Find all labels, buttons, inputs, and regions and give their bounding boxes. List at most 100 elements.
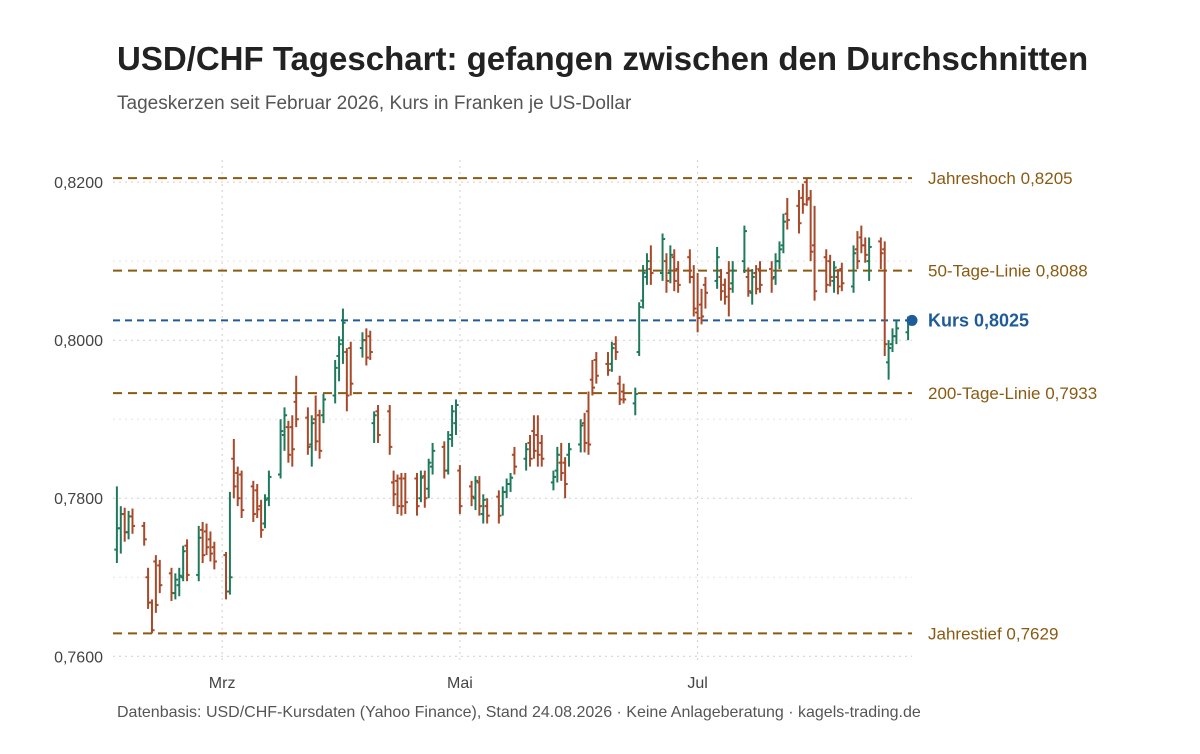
candle-up bbox=[449, 404, 455, 447]
candle-down bbox=[585, 391, 592, 455]
candle-up bbox=[418, 470, 424, 503]
candle-down bbox=[858, 225, 864, 254]
candle-down bbox=[149, 599, 155, 634]
candle-down bbox=[827, 254, 833, 287]
candle-down bbox=[157, 559, 163, 594]
candle-up bbox=[196, 525, 202, 582]
candle-up bbox=[730, 261, 736, 293]
candle-down bbox=[391, 470, 397, 507]
candle-up bbox=[180, 545, 186, 582]
candle-down bbox=[882, 241, 888, 356]
candle-down bbox=[414, 472, 420, 516]
candle-up bbox=[172, 573, 178, 600]
candle-down bbox=[527, 435, 533, 467]
candle-down bbox=[305, 407, 311, 455]
candle-up bbox=[480, 494, 486, 524]
candle-up bbox=[609, 341, 615, 372]
candle-down bbox=[695, 273, 701, 333]
candle-down bbox=[422, 470, 428, 508]
candle-up bbox=[772, 253, 779, 285]
candle-down bbox=[375, 404, 381, 443]
candle-down bbox=[878, 237, 884, 270]
candle-down bbox=[293, 375, 299, 428]
chart-subtitle: Tageskerzen seit Februar 2026, Kurs in F… bbox=[117, 93, 632, 114]
candle-up bbox=[566, 442, 572, 467]
candle-down bbox=[582, 412, 588, 453]
candle-down bbox=[687, 249, 693, 284]
candle-down bbox=[231, 438, 237, 499]
candle-down bbox=[663, 253, 670, 293]
candle-down bbox=[484, 498, 490, 524]
candle-down bbox=[394, 474, 401, 515]
candle-down bbox=[511, 446, 518, 475]
candle-down bbox=[348, 341, 354, 396]
candle-up bbox=[332, 359, 338, 404]
candle-up bbox=[114, 486, 120, 564]
candle-down bbox=[769, 261, 775, 293]
chart-title: USD/CHF Tageschart: gefangen zwischen de… bbox=[117, 40, 1089, 77]
candle-down bbox=[671, 249, 677, 292]
candle-down bbox=[441, 441, 447, 479]
candle-down bbox=[153, 555, 159, 613]
candle-up bbox=[659, 233, 666, 281]
candle-down bbox=[617, 375, 623, 405]
candle-down bbox=[254, 484, 260, 519]
candle-up bbox=[850, 245, 857, 293]
candle-up bbox=[500, 486, 506, 516]
candle-up bbox=[340, 308, 346, 364]
reference-line-label: Jahrestief 0,7629 bbox=[928, 624, 1058, 643]
candle-up bbox=[227, 491, 233, 595]
candle-up bbox=[309, 415, 315, 467]
candle-down bbox=[141, 521, 147, 546]
candle-up bbox=[741, 225, 748, 274]
candle-up bbox=[277, 419, 284, 479]
candle-down bbox=[363, 328, 369, 366]
candle-up bbox=[780, 213, 786, 254]
candle-down bbox=[804, 178, 810, 206]
candle-up bbox=[831, 261, 837, 293]
candle-down bbox=[648, 245, 654, 285]
candle-down bbox=[316, 409, 323, 459]
candle-down bbox=[184, 539, 190, 582]
candle-down bbox=[211, 541, 217, 570]
candle-down bbox=[757, 261, 763, 293]
candle-down bbox=[535, 415, 541, 467]
candle-up bbox=[266, 470, 272, 507]
candle-down bbox=[698, 288, 705, 325]
candle-up bbox=[371, 411, 377, 443]
y-tick-label: 0,7800 bbox=[54, 491, 103, 508]
y-tick-label: 0,8200 bbox=[54, 175, 103, 192]
candle-up bbox=[125, 510, 132, 540]
x-tick-label: Mrz bbox=[209, 675, 236, 692]
candle-down bbox=[496, 490, 502, 524]
candle-up bbox=[262, 494, 268, 529]
candle-down bbox=[367, 330, 373, 360]
candle-down bbox=[129, 508, 136, 534]
x-tick-label: Jul bbox=[687, 675, 707, 692]
candle-down bbox=[808, 190, 814, 262]
candle-down bbox=[558, 442, 564, 481]
candle-up bbox=[453, 399, 459, 436]
candle-up bbox=[632, 387, 638, 416]
candle-down bbox=[613, 336, 619, 360]
candle-down bbox=[784, 197, 790, 230]
candle-down bbox=[239, 470, 245, 519]
candle-down bbox=[250, 480, 256, 522]
candle-up bbox=[426, 458, 432, 499]
candle-down bbox=[675, 261, 681, 293]
candle-up bbox=[636, 302, 642, 356]
candle-up bbox=[281, 407, 288, 451]
candle-down bbox=[854, 231, 861, 270]
candle-down bbox=[702, 276, 709, 309]
candle-down bbox=[753, 265, 759, 295]
candle-down bbox=[722, 278, 728, 305]
candle-up bbox=[336, 336, 342, 382]
candle-up bbox=[176, 567, 182, 597]
candle-up bbox=[644, 253, 650, 285]
candle-down bbox=[344, 348, 350, 412]
candle-down bbox=[593, 352, 599, 384]
candle-down bbox=[168, 567, 175, 601]
candle-up bbox=[667, 245, 673, 284]
candle-up bbox=[893, 320, 900, 345]
